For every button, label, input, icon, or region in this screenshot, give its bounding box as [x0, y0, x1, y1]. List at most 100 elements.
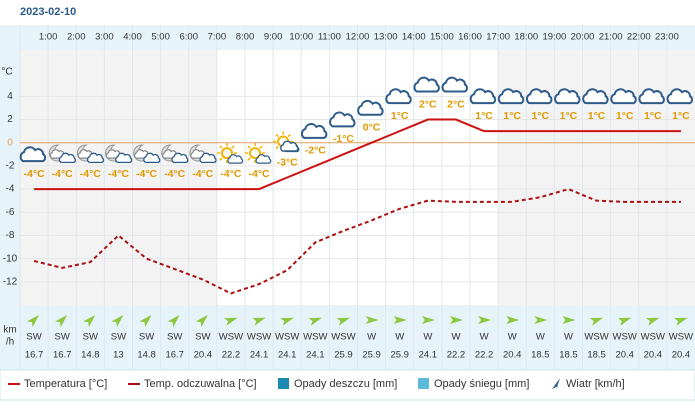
sun-ray [247, 145, 251, 149]
cloud-shape [554, 88, 581, 105]
cloud [582, 88, 609, 105]
cloud-shape [469, 88, 497, 105]
wind-speed: 18.5 [559, 350, 578, 361]
wind-arrow-shape [589, 317, 604, 326]
wind-arrow-shape [308, 317, 322, 326]
wind-speed: 16.7 [53, 350, 72, 361]
wind-direction: W [536, 332, 545, 343]
wind-arrow [167, 315, 180, 328]
wind-arrow-shape [478, 316, 492, 324]
feels-like-line [33, 188, 681, 295]
x-tick-label: 2:00 [67, 32, 86, 43]
wind-arrow [336, 317, 351, 326]
cloud [638, 88, 665, 105]
wind-arrow [223, 317, 238, 326]
sun [245, 143, 266, 164]
x-tick-label: 5:00 [151, 32, 170, 43]
sun-ray [275, 145, 279, 150]
wind-direction: SW [111, 332, 126, 343]
wind-arrow [55, 315, 68, 328]
cloud-shape [610, 88, 637, 105]
value-label: 1°C [616, 110, 634, 122]
sun [216, 143, 237, 164]
wind-arrow [393, 316, 407, 324]
cloud-shape [199, 152, 217, 163]
wind-direction: WSW [613, 332, 637, 343]
cloud-shape [385, 88, 412, 105]
wind-direction: SW [83, 332, 98, 343]
value-label: -4°C [80, 168, 102, 180]
wind-arrow-shape [673, 317, 688, 326]
cloud-shape [280, 140, 299, 152]
value-label: 0°C [363, 122, 381, 134]
wind-direction: WSW [641, 332, 665, 343]
wind-direction: W [451, 332, 460, 343]
wind-speed: 20.4 [615, 350, 634, 361]
wind-arrow [534, 316, 548, 324]
y-tick-label: 4 [7, 91, 13, 102]
wind-arrow [83, 315, 96, 328]
wind-arrow [562, 316, 576, 324]
wind-arrow [280, 317, 294, 326]
cloud-shape [86, 152, 105, 163]
wind-arrow [139, 315, 152, 328]
x-tick-label: 4:00 [123, 32, 142, 43]
wind-direction: W [367, 332, 376, 343]
cloud [115, 152, 133, 163]
wind-arrow-shape [421, 316, 435, 324]
column-bg [245, 50, 274, 305]
value-label: 1°C [644, 110, 662, 122]
x-tick-label: 1:00 [39, 32, 58, 43]
wind-arrow-shape [223, 317, 238, 326]
wind-arrow-shape [534, 316, 548, 324]
wind-speed: 13 [113, 350, 124, 361]
column-bg [666, 50, 695, 305]
column-bg [329, 50, 358, 305]
cloud-shape [171, 152, 189, 163]
value-label: 1°C [475, 110, 493, 122]
cloud-shape [666, 88, 693, 105]
legend-label: Temp. odczuwalna [°C] [144, 378, 257, 390]
column-bg [554, 50, 583, 305]
wind-arrow-shape [365, 316, 379, 324]
wind-direction: WSW [219, 332, 243, 343]
value-label: -4°C [249, 168, 271, 180]
x-tick-label: 20:00 [571, 32, 595, 43]
value-label: 1°C [391, 110, 409, 122]
value-label: -4°C [136, 168, 158, 180]
column-bg [385, 50, 414, 305]
wind-arrow [252, 317, 266, 326]
cloud-shape [300, 123, 328, 139]
x-tick-label: 7:00 [208, 32, 227, 43]
wind-unit: km [3, 325, 16, 336]
wind-arrow [111, 315, 124, 328]
column-bg [188, 50, 217, 305]
column-bg [357, 50, 386, 305]
cloud-shape [58, 152, 76, 163]
y-tick-label: -6 [6, 207, 15, 218]
cloud [610, 88, 637, 105]
column-bg [104, 50, 133, 305]
value-label: 1°C [503, 110, 521, 122]
y-tick-label: -12 [3, 276, 18, 287]
cloud-shape [357, 99, 384, 116]
wind-direction: W [395, 332, 404, 343]
wind-speed: 22.2 [222, 350, 241, 361]
wind-speed: 24.1 [306, 350, 325, 361]
y-tick-label: -4 [6, 184, 15, 195]
wind-direction: WSW [584, 332, 608, 343]
y-axis-label: °C [1, 67, 12, 78]
cloud [666, 88, 693, 105]
wind-direction: WSW [331, 332, 355, 343]
wind-speed: 20.4 [672, 350, 691, 361]
cloud [227, 154, 244, 164]
wind-direction: WSW [303, 332, 327, 343]
column-bg [48, 50, 77, 305]
y-tick-label: -2 [6, 161, 15, 172]
cloud [357, 99, 384, 116]
wind-arrow [617, 317, 632, 326]
wind-speed: 24.1 [278, 350, 297, 361]
column-bg [610, 50, 639, 305]
cloud [469, 88, 497, 105]
wind-speed: 18.5 [531, 350, 550, 361]
